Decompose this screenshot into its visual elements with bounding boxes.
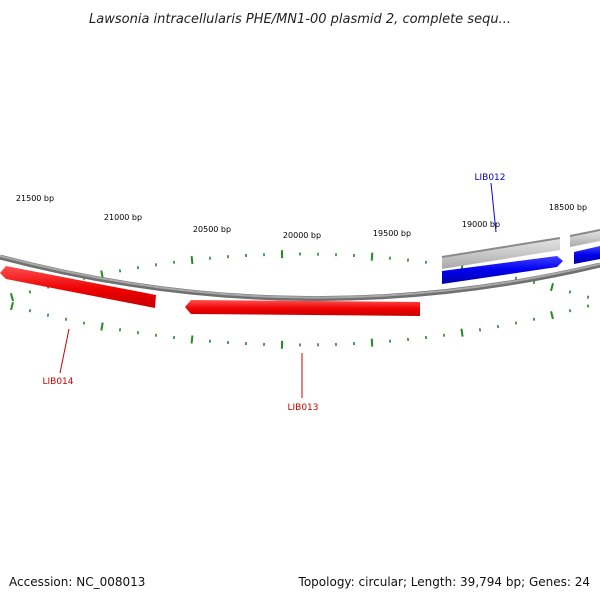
- inner-minor-tick: [568, 309, 572, 313]
- outer-major-tick: [370, 252, 374, 261]
- accession-text: Accession: NC_008013: [9, 575, 145, 589]
- scale-label-21000: 21000 bp: [104, 213, 142, 222]
- inner-minor-tick: [118, 328, 122, 332]
- feature-grey-right: [569, 229, 600, 247]
- gene-lib013-arrow[interactable]: [185, 300, 420, 316]
- inner-minor-tick: [28, 309, 32, 313]
- outer-minor-tick: [28, 290, 32, 294]
- gene-label-lib013-group[interactable]: LIB013: [287, 353, 319, 413]
- inner-major-tick: [10, 301, 14, 311]
- gene-label-lib013[interactable]: LIB013: [287, 403, 318, 413]
- outer-major-tick: [9, 293, 15, 302]
- inner-minor-tick: [586, 304, 590, 308]
- inner-minor-tick: [46, 313, 50, 317]
- backbone: [0, 254, 600, 302]
- outer-minor-tick: [532, 280, 536, 285]
- lib014-leader-line: [59, 328, 70, 374]
- inner-major-tick: [100, 322, 104, 331]
- lib012-leader-line: [490, 182, 497, 233]
- inner-minor-tick: [514, 321, 518, 325]
- scale-label-21500: 21500 bp: [16, 194, 54, 203]
- inner-minor-tick: [64, 317, 68, 321]
- inner-major-tick: [460, 328, 464, 337]
- gene-next-arrow[interactable]: [574, 246, 600, 264]
- scale-label-19000: 19000 bp: [462, 220, 500, 229]
- outer-minor-tick: [586, 295, 590, 299]
- inner-minor-tick: [532, 317, 536, 321]
- gene-lib014-arrow[interactable]: [0, 266, 156, 308]
- tick-ring-inner: [10, 301, 590, 349]
- inner-major-tick: [550, 311, 554, 320]
- outer-major-tick: [190, 255, 194, 265]
- inner-major-tick: [370, 338, 374, 347]
- inner-minor-tick: [478, 328, 482, 332]
- outer-major-tick: [100, 270, 104, 279]
- outer-minor-tick: [568, 290, 572, 294]
- gene-label-lib012-group[interactable]: LIB012: [474, 173, 506, 233]
- feature-grey-left: [441, 237, 561, 269]
- map-title: Lawsonia intracellularis PHE/MN1-00 plas…: [89, 12, 511, 27]
- scale-label-20000: 20000 bp: [283, 231, 321, 240]
- inner-minor-tick: [496, 324, 500, 329]
- topology-summary: Topology: circular; Length: 39,794 bp; G…: [298, 575, 590, 589]
- scale-labels: 21500 bp 21000 bp 20500 bp 20000 bp 1950…: [16, 194, 587, 240]
- gene-label-lib014[interactable]: LIB014: [42, 377, 73, 387]
- scale-label-18500: 18500 bp: [549, 203, 587, 212]
- scale-label-20500: 20500 bp: [193, 225, 231, 234]
- inner-major-tick: [190, 335, 194, 344]
- gene-label-lib014-group[interactable]: LIB014: [42, 328, 74, 387]
- outer-minor-tick: [118, 269, 122, 273]
- gene-lib012-arrow[interactable]: [442, 256, 563, 284]
- outer-minor-tick: [514, 276, 518, 280]
- inner-minor-tick: [82, 321, 86, 325]
- outer-major-tick: [550, 282, 554, 292]
- scale-label-19500: 19500 bp: [373, 229, 411, 238]
- gene-label-lib012[interactable]: LIB012: [474, 173, 505, 183]
